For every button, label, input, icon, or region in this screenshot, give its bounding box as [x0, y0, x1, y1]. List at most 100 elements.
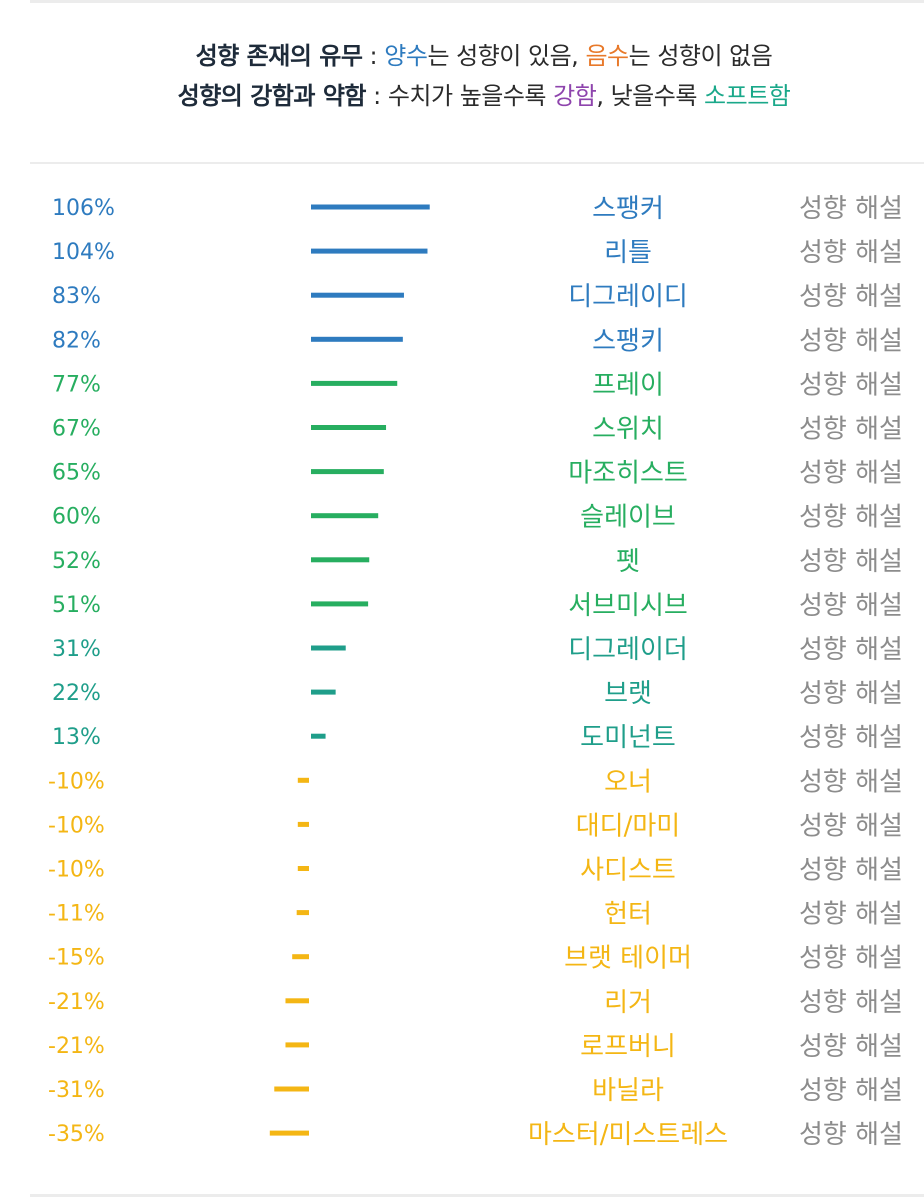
chart-row: 106% 스팽커 성향 해설: [52, 194, 903, 224]
chart-row: 60% 슬레이브 성향 해설: [52, 503, 903, 533]
value-label: 77%: [52, 372, 101, 397]
bar: [292, 954, 309, 960]
bar: [311, 292, 404, 298]
detail-link[interactable]: 성향 해설: [799, 635, 903, 665]
value-label: 65%: [52, 461, 101, 486]
value-label: 106%: [52, 196, 115, 221]
bar: [311, 689, 336, 695]
detail-link[interactable]: 성향 해설: [799, 194, 903, 224]
value-label: -35%: [48, 1122, 105, 1147]
detail-link[interactable]: 성향 해설: [799, 503, 903, 533]
detail-link[interactable]: 성향 해설: [799, 238, 903, 268]
detail-link[interactable]: 성향 해설: [799, 1120, 903, 1150]
value-label: 31%: [52, 637, 101, 662]
chart-row: -35% 마스터/미스트레스 성향 해설: [48, 1120, 903, 1150]
type-name: 펫: [616, 547, 640, 577]
value-label: -15%: [48, 946, 105, 971]
detail-link[interactable]: 성향 해설: [799, 282, 903, 312]
detail-link[interactable]: 성향 해설: [799, 944, 903, 974]
value-label: 82%: [52, 328, 101, 353]
detail-link[interactable]: 성향 해설: [799, 370, 903, 400]
legend-term-presence: 성향 존재의 유무: [195, 42, 363, 70]
type-name: 스위치: [592, 415, 664, 445]
bar: [311, 469, 384, 475]
top-divider: [30, 0, 924, 3]
detail-link[interactable]: 성향 해설: [799, 900, 903, 930]
detail-link[interactable]: 성향 해설: [799, 811, 903, 841]
legend: 성향 존재의 유무 : 양수는 성향이 있음, 음수는 성향이 없음 성향의 강…: [0, 36, 924, 116]
bar: [311, 248, 428, 254]
bar: [311, 733, 326, 739]
chart-row: -15% 브랫 테이머 성향 해설: [48, 944, 903, 974]
bar: [311, 513, 379, 519]
value-label: 22%: [52, 681, 101, 706]
detail-link[interactable]: 성향 해설: [799, 988, 903, 1018]
type-name: 마조히스트: [568, 459, 688, 489]
value-label: -31%: [48, 1078, 105, 1103]
type-name: 바닐라: [592, 1076, 664, 1106]
value-label: -11%: [48, 902, 105, 927]
value-label: -21%: [48, 990, 105, 1015]
bottom-divider: [30, 1194, 924, 1197]
bar: [297, 866, 309, 871]
detail-link[interactable]: 성향 해설: [799, 326, 903, 356]
type-name: 브랫: [604, 679, 652, 709]
bar: [274, 1086, 309, 1092]
chart-row: -31% 바닐라 성향 해설: [48, 1076, 903, 1106]
bar: [311, 425, 387, 430]
detail-link[interactable]: 성향 해설: [799, 1076, 903, 1106]
legend-strength-text: 수치가 높을수록: [387, 82, 554, 110]
type-name: 디그레이디: [568, 282, 688, 312]
type-name: 브랫 테이머: [564, 944, 692, 974]
bar: [311, 336, 403, 342]
legend-separator: :: [365, 82, 388, 110]
type-name: 스팽커: [592, 194, 664, 224]
detail-link[interactable]: 성향 해설: [799, 679, 903, 709]
chart-row: -21% 로프버니 성향 해설: [48, 1032, 903, 1062]
detail-link[interactable]: 성향 해설: [799, 547, 903, 577]
legend-negative-word: 음수: [585, 42, 629, 70]
chart-row: -21% 리거 성향 해설: [48, 988, 903, 1018]
chart-row: 52% 펫 성향 해설: [52, 547, 903, 577]
value-label: -10%: [48, 858, 105, 883]
value-label: 83%: [52, 284, 101, 309]
chart-row: 13% 도미넌트 성향 해설: [52, 723, 903, 753]
type-name: 서브미시브: [568, 591, 688, 621]
value-label: -10%: [48, 769, 105, 794]
chart-row: 104% 리틀 성향 해설: [52, 238, 903, 268]
legend-separator: :: [362, 42, 385, 70]
detail-link[interactable]: 성향 해설: [799, 415, 903, 445]
legend-line-strength: 성향의 강함과 약함 : 수치가 높을수록 강함, 낮을수록 소프트함: [0, 76, 924, 116]
type-name: 슬레이브: [580, 503, 676, 533]
value-label: 67%: [52, 417, 101, 442]
type-name: 프레이: [592, 370, 664, 400]
chart-row: -11% 헌터 성향 해설: [48, 900, 903, 930]
bar: [311, 204, 430, 210]
type-name: 대디/마미: [576, 811, 680, 841]
legend-positive-word: 양수: [384, 42, 428, 70]
type-name: 사디스트: [580, 856, 676, 886]
bar: [297, 777, 309, 783]
header-divider: [30, 162, 924, 164]
detail-link[interactable]: 성향 해설: [799, 1032, 903, 1062]
detail-link[interactable]: 성향 해설: [799, 767, 903, 797]
bar: [311, 645, 346, 651]
type-name: 스팽키: [592, 326, 664, 356]
value-label: -10%: [48, 813, 105, 838]
legend-positive-text: 는 성향이 있음,: [427, 42, 586, 70]
type-name: 마스터/미스트레스: [528, 1120, 728, 1150]
legend-line-presence: 성향 존재의 유무 : 양수는 성향이 있음, 음수는 성향이 없음: [0, 36, 924, 76]
detail-link[interactable]: 성향 해설: [799, 856, 903, 886]
bar: [269, 1130, 309, 1136]
chart-row: 51% 서브미시브 성향 해설: [52, 591, 903, 621]
chart-row: -10% 대디/마미 성향 해설: [48, 811, 903, 841]
chart-row: 77% 프레이 성향 해설: [52, 370, 903, 400]
chart-row: -10% 오너 성향 해설: [48, 767, 903, 797]
chart-row: 31% 디그레이더 성향 해설: [52, 635, 903, 665]
legend-soft-text: , 낮을수록: [596, 82, 705, 110]
chart-row: 67% 스위치 성향 해설: [52, 415, 903, 445]
detail-link[interactable]: 성향 해설: [799, 723, 903, 753]
detail-link[interactable]: 성향 해설: [799, 591, 903, 621]
type-name: 로프버니: [580, 1032, 676, 1062]
detail-link[interactable]: 성향 해설: [799, 459, 903, 489]
